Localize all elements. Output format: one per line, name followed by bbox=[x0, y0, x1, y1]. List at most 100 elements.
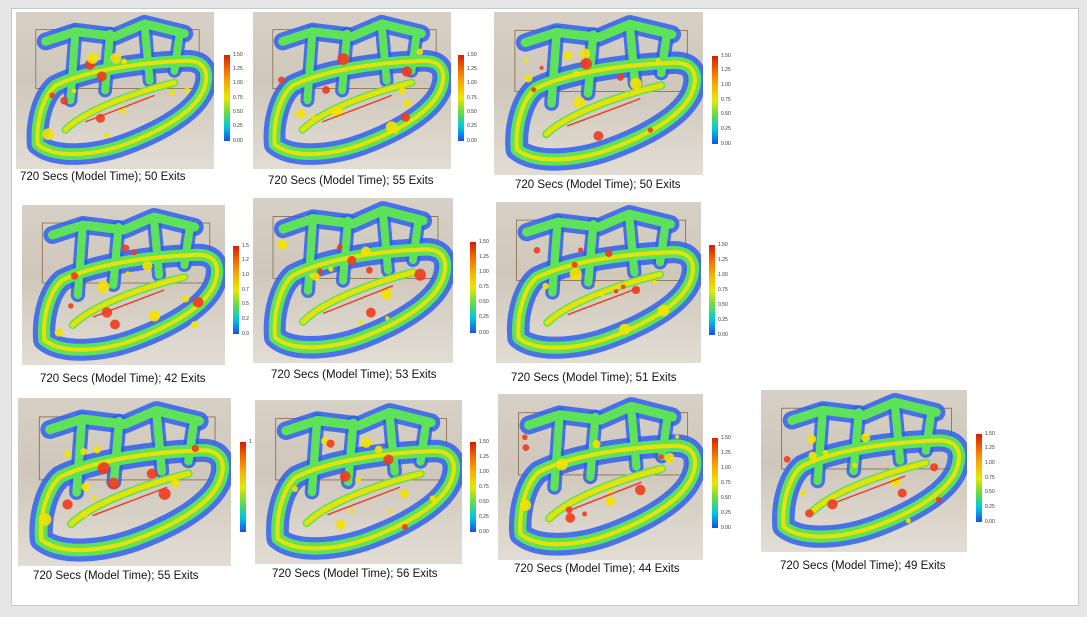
heatmap-hotspot bbox=[146, 468, 158, 479]
colorbar: 1.5 1.2 1.0 0.7 0.5 0.2 0.0 bbox=[233, 243, 249, 336]
colorbar-tick-label: 0.25 bbox=[721, 509, 731, 516]
colorbar-gradient bbox=[712, 56, 718, 144]
colorbar-tick-label: 0.7 bbox=[242, 286, 249, 293]
heatmap-hotspot bbox=[125, 271, 130, 276]
heatmap-band bbox=[307, 410, 430, 497]
heatmap-band bbox=[304, 208, 422, 295]
colorbar-tick-label: 0.00 bbox=[718, 331, 728, 338]
heatmap-hotspot bbox=[675, 434, 680, 439]
heatmap-hotspot bbox=[103, 132, 110, 139]
heatmap-hotspot bbox=[657, 304, 670, 317]
heatmap-hotspot bbox=[416, 48, 424, 56]
heatmap-hotspot bbox=[54, 328, 64, 337]
heatmap-hotspot bbox=[309, 273, 314, 278]
heatmap-hotspot bbox=[366, 307, 376, 318]
heatmap-red-line bbox=[92, 289, 165, 318]
heatmap-band bbox=[35, 58, 209, 156]
heatmap-hotspot bbox=[573, 96, 586, 108]
caption: 720 Secs (Model Time); 50 Exits bbox=[20, 171, 186, 183]
colorbar-gradient bbox=[976, 434, 982, 522]
heatmap-hotspot bbox=[142, 260, 153, 271]
colorbar-tick-label: 1.00 bbox=[467, 80, 477, 87]
heatmap-hotspot bbox=[131, 250, 137, 256]
colorbar-tick-label: 0.50 bbox=[721, 111, 731, 118]
heatmap-hotspot bbox=[652, 279, 657, 285]
heatmap-hotspot bbox=[807, 434, 817, 444]
heatmap-image bbox=[761, 390, 967, 552]
heatmap-hotspot bbox=[337, 53, 350, 65]
heatmap-hotspot bbox=[326, 439, 335, 448]
heatmap-hotspot bbox=[335, 519, 346, 530]
heatmap-hotspot bbox=[68, 303, 74, 309]
colorbar-tick-label: 1.50 bbox=[233, 51, 243, 58]
colorbar: 1.50 1.25 1.00 0.75 0.50 0.25 0.00 bbox=[712, 435, 731, 530]
heatmap-band bbox=[300, 80, 414, 133]
heatmap-hotspot bbox=[827, 499, 838, 510]
heatmap-band bbox=[809, 460, 929, 515]
heatmap-band bbox=[522, 209, 675, 237]
heatmap-hotspot bbox=[635, 484, 646, 496]
heatmap-band bbox=[548, 212, 670, 297]
heatmap-hotspot bbox=[805, 509, 814, 518]
heatmap-band bbox=[47, 212, 200, 240]
heatmap-hotspot bbox=[192, 296, 204, 308]
colorbar-tick-label: 0.2 bbox=[242, 315, 249, 322]
colorbar-gradient bbox=[458, 55, 464, 141]
heatmap-hotspot bbox=[121, 58, 127, 65]
colorbar-tick-label: 0.75 bbox=[985, 474, 995, 481]
colorbar-tick-label: 0.75 bbox=[479, 483, 489, 490]
heatmap-hotspot bbox=[401, 66, 413, 77]
heatmap-hotspot bbox=[935, 496, 942, 503]
caption: 720 Secs (Model Time); 53 Exits bbox=[271, 369, 437, 381]
heatmap-hotspot bbox=[328, 266, 334, 272]
heatmap-hotspot bbox=[598, 290, 605, 297]
heatmap-hotspot bbox=[81, 482, 91, 492]
heatmap-red-line bbox=[322, 94, 392, 123]
colorbar-tick-label: 0.5 bbox=[242, 301, 249, 308]
heatmap-red-line bbox=[566, 97, 641, 127]
caption: 720 Secs (Model Time); 44 Exits bbox=[514, 563, 680, 575]
heatmap-image bbox=[255, 400, 462, 564]
heatmap-band bbox=[63, 80, 177, 133]
heatmap-hotspot bbox=[107, 477, 120, 490]
heatmap-hotspot bbox=[593, 131, 604, 141]
colorbar-tick-label: 1.25 bbox=[721, 67, 731, 74]
heatmap-hotspot bbox=[571, 261, 578, 268]
heatmap-band bbox=[45, 405, 204, 435]
heatmap-hotspot bbox=[401, 523, 408, 530]
heatmap-hotspot bbox=[81, 510, 88, 518]
colorbar-tick-label: 1.0 bbox=[242, 271, 249, 278]
colorbar-tick-label: 1.25 bbox=[467, 65, 477, 72]
heatmap-hotspot bbox=[311, 272, 320, 281]
caption: 720 Secs (Model Time); 51 Exits bbox=[511, 372, 677, 384]
colorbar-tick-label: 0.75 bbox=[721, 479, 731, 486]
heatmap-hotspot bbox=[358, 320, 364, 326]
heatmap-red-line bbox=[567, 286, 640, 316]
heatmap-band bbox=[516, 250, 696, 350]
heatmap-hotspot bbox=[542, 282, 550, 290]
heatmap-band bbox=[546, 466, 665, 522]
heatmap-band bbox=[278, 205, 428, 234]
heatmap-hotspot bbox=[414, 268, 426, 281]
colorbar-gradient bbox=[240, 442, 246, 532]
heatmap-band bbox=[70, 274, 187, 328]
heatmap-hotspot bbox=[387, 509, 393, 515]
heatmap-hotspot bbox=[572, 70, 580, 78]
heatmap-hotspot bbox=[392, 127, 399, 134]
colorbar-tick-label: 0.25 bbox=[479, 513, 489, 520]
heatmap-hotspot bbox=[119, 107, 126, 114]
heatmap-image bbox=[18, 398, 231, 566]
heatmap-hotspot bbox=[594, 281, 599, 286]
heatmap-hotspot bbox=[565, 513, 576, 523]
heatmap-hotspot bbox=[783, 455, 791, 463]
colorbar-tick-label: 0.00 bbox=[479, 329, 489, 336]
heatmap-hotspot bbox=[170, 479, 180, 488]
heatmap-hotspot bbox=[148, 310, 161, 322]
colorbar: 1.50 1.25 1.00 0.75 0.50 0.25 0.00 bbox=[976, 431, 995, 524]
heatmap-band bbox=[73, 215, 194, 299]
heatmap-image bbox=[253, 12, 451, 169]
heatmap-hotspot bbox=[629, 77, 642, 90]
heatmap-band bbox=[550, 404, 672, 492]
heatmap-hotspot bbox=[519, 499, 532, 511]
colorbar-tick-label: 1.50 bbox=[721, 434, 731, 441]
